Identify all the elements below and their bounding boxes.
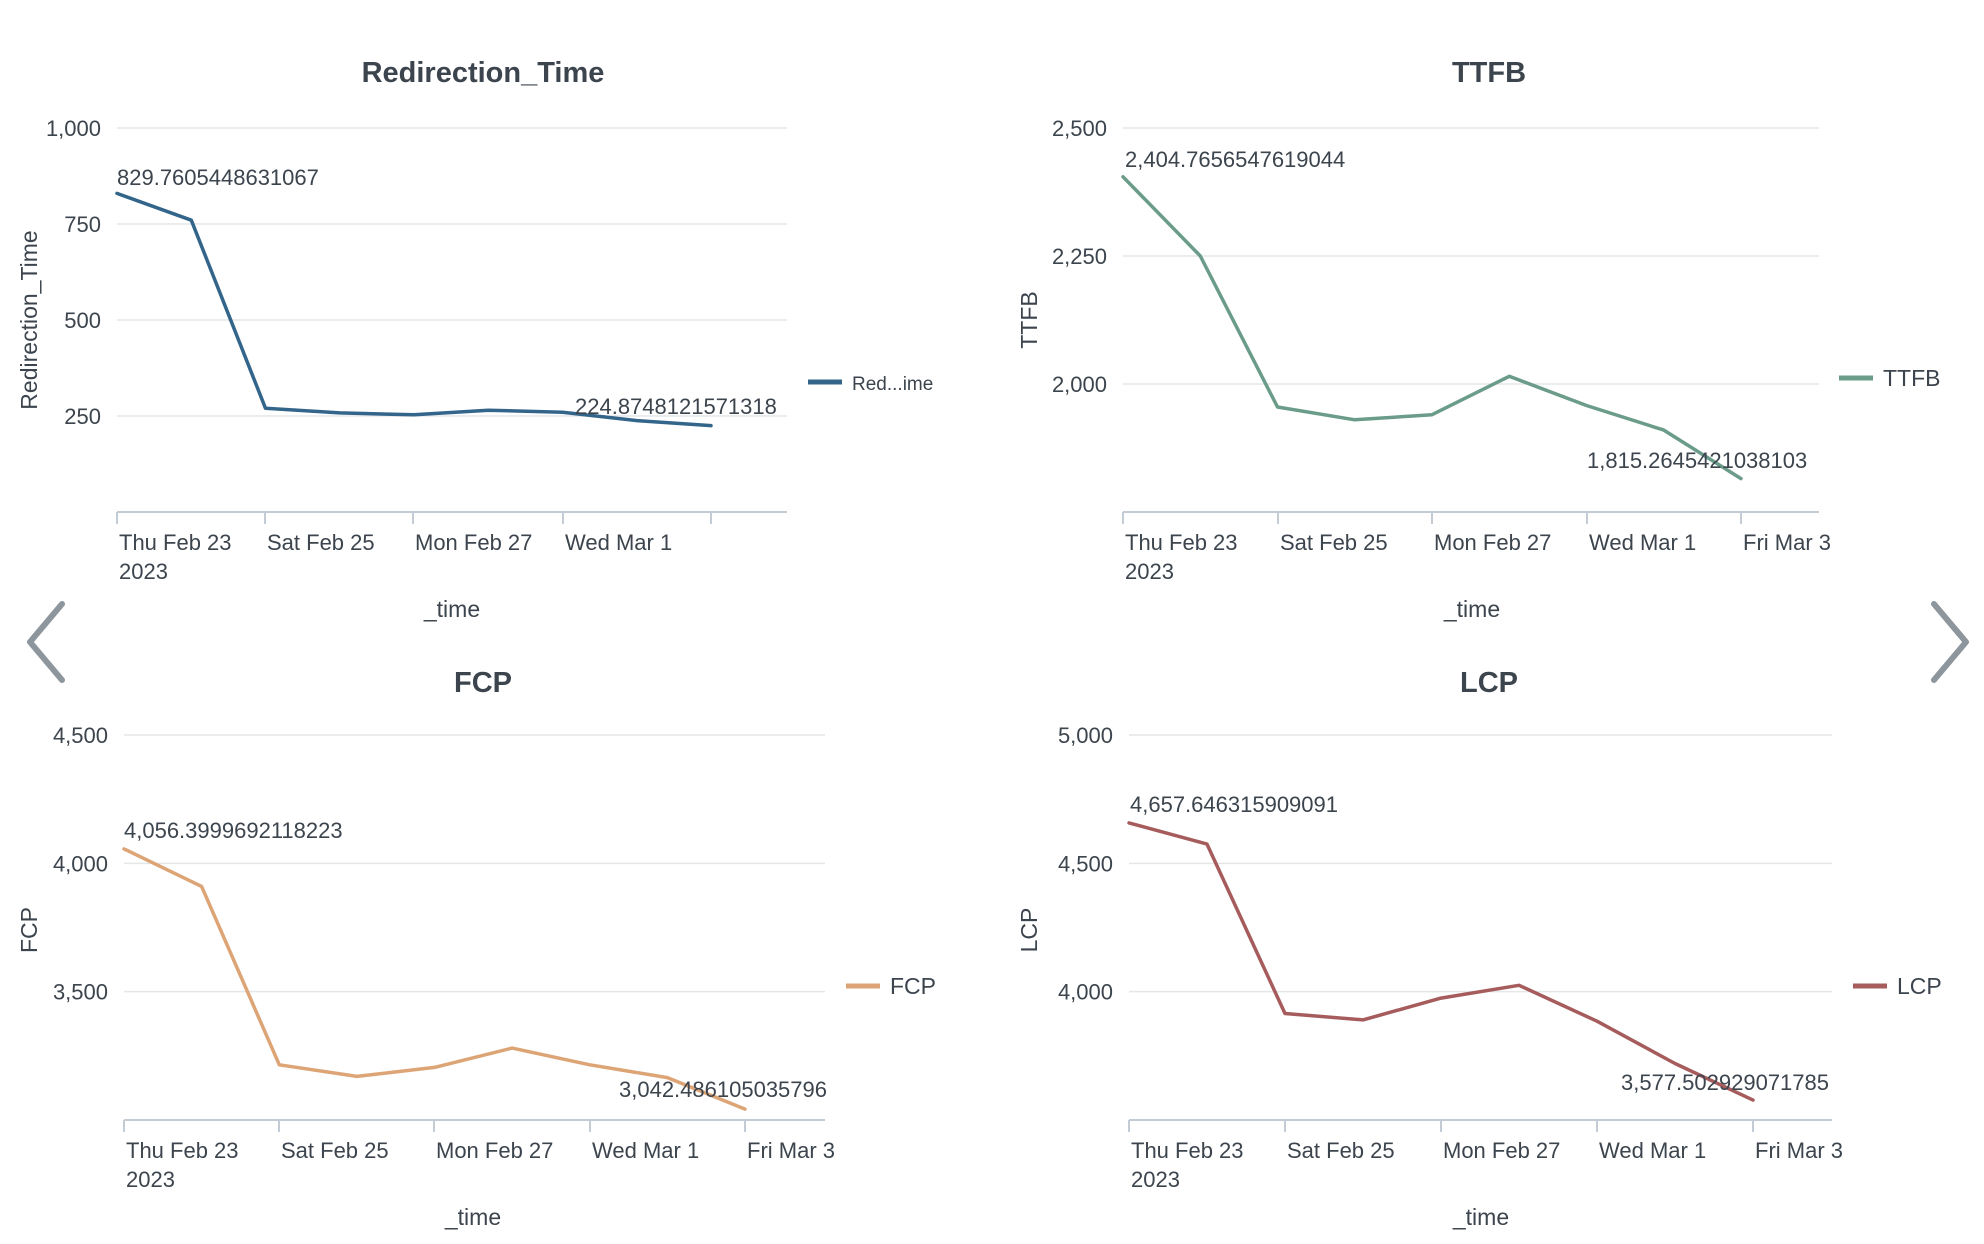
data-label-last: 3,577.502929071785 bbox=[1621, 1070, 1829, 1095]
y-tick-label: 2,250 bbox=[1052, 244, 1107, 269]
y-tick-label: 750 bbox=[64, 212, 101, 237]
lcp-chart: LCP 4,000 4,500 5,000 Thu Feb 23 2023 Sat Feb … bbox=[1016, 667, 1942, 1230]
x-axis-label: _time bbox=[423, 596, 480, 622]
x-tick-label: Sat Feb 25 bbox=[281, 1138, 389, 1163]
x-tick-label: 2023 bbox=[1131, 1167, 1180, 1192]
x-tick-label: Wed Mar 1 bbox=[1599, 1138, 1706, 1163]
fcp-chart: FCP 3,500 4,000 4,500 Thu Feb 23 2023 Sat Feb … bbox=[16, 667, 936, 1230]
y-axis-label: LCP bbox=[1016, 908, 1042, 953]
chevron-right-icon bbox=[1931, 601, 1969, 683]
chart-title: TTFB bbox=[1452, 57, 1526, 89]
x-tick-label: Sat Feb 25 bbox=[267, 530, 375, 555]
x-tick-label: 2023 bbox=[126, 1167, 175, 1192]
chart-title: FCP bbox=[454, 667, 512, 699]
x-tick-label: Fri Mar 3 bbox=[1755, 1138, 1843, 1163]
series-line bbox=[115, 191, 713, 428]
x-axis-label: _time bbox=[444, 1204, 501, 1230]
y-axis-label: TTFB bbox=[1016, 291, 1042, 349]
data-label-last: 3,042.486105035796 bbox=[619, 1077, 827, 1102]
y-axis-label: FCP bbox=[16, 907, 42, 953]
chart-title: Redirection_Time bbox=[362, 57, 605, 89]
x-tick-label: Thu Feb 23 bbox=[1131, 1138, 1244, 1163]
legend-label: TTFB bbox=[1883, 365, 1941, 391]
x-tick-label: Mon Feb 27 bbox=[436, 1138, 553, 1163]
y-tick-label: 3,500 bbox=[53, 980, 108, 1005]
x-tick-label: Wed Mar 1 bbox=[565, 530, 672, 555]
x-tick-label: Thu Feb 23 bbox=[1125, 530, 1238, 555]
x-tick-label: Thu Feb 23 bbox=[126, 1138, 239, 1163]
x-tick-label: 2023 bbox=[119, 559, 168, 584]
y-tick-label: 1,000 bbox=[46, 116, 101, 141]
x-tick-label: Sat Feb 25 bbox=[1280, 530, 1388, 555]
prev-chevron-button[interactable] bbox=[22, 592, 82, 692]
redirection-time-chart: Redirection_Time 250 500 750 1,000 Thu Feb 23… bbox=[16, 57, 933, 622]
y-axis-label: Redirection_Time bbox=[16, 230, 42, 409]
chart-title: LCP bbox=[1460, 667, 1518, 699]
x-tick-label: Mon Feb 27 bbox=[415, 530, 532, 555]
legend-label: FCP bbox=[890, 973, 936, 999]
ttfb-chart: TTFB 2,000 2,250 2,500 Thu Feb 23 2023 Sat Feb… bbox=[1016, 57, 1941, 622]
y-tick-label: 2,500 bbox=[1052, 116, 1107, 141]
chevron-left-icon bbox=[27, 601, 65, 683]
series-line bbox=[122, 847, 747, 1111]
x-axis-label: _time bbox=[1443, 596, 1500, 622]
y-tick-label: 4,000 bbox=[1058, 980, 1113, 1005]
x-axis-label: _time bbox=[1452, 1204, 1509, 1230]
x-tick-label: Mon Feb 27 bbox=[1443, 1138, 1560, 1163]
data-label-first: 2,404.7656547619044 bbox=[1125, 147, 1345, 172]
x-tick-label: Wed Mar 1 bbox=[1589, 530, 1696, 555]
data-label-last: 224.8748121571318 bbox=[575, 394, 777, 419]
x-tick-label: Thu Feb 23 bbox=[119, 530, 232, 555]
data-label-first: 4,056.3999692118223 bbox=[124, 818, 343, 843]
y-tick-label: 2,000 bbox=[1052, 372, 1107, 397]
data-label-last: 1,815.2645421038103 bbox=[1587, 448, 1807, 473]
x-tick-label: 2023 bbox=[1125, 559, 1174, 584]
series-line bbox=[1127, 821, 1755, 1102]
series-line bbox=[1121, 175, 1743, 481]
y-tick-label: 500 bbox=[64, 308, 101, 333]
x-tick-label: Mon Feb 27 bbox=[1434, 530, 1551, 555]
x-tick-label: Fri Mar 3 bbox=[747, 1138, 835, 1163]
legend-label: Red...ime bbox=[852, 374, 933, 395]
y-tick-label: 4,000 bbox=[53, 851, 108, 876]
next-chevron-button[interactable] bbox=[1914, 592, 1974, 692]
y-tick-label: 250 bbox=[64, 404, 101, 429]
x-tick-label: Sat Feb 25 bbox=[1287, 1138, 1395, 1163]
data-label-first: 829.7605448631067 bbox=[117, 165, 319, 190]
y-tick-label: 4,500 bbox=[1058, 851, 1113, 876]
data-label-first: 4,657.646315909091 bbox=[1130, 792, 1338, 817]
x-tick-label: Fri Mar 3 bbox=[1743, 530, 1831, 555]
x-tick-label: Wed Mar 1 bbox=[592, 1138, 699, 1163]
legend-label: LCP bbox=[1897, 973, 1942, 999]
y-tick-label: 5,000 bbox=[1058, 723, 1113, 748]
y-tick-label: 4,500 bbox=[53, 723, 108, 748]
